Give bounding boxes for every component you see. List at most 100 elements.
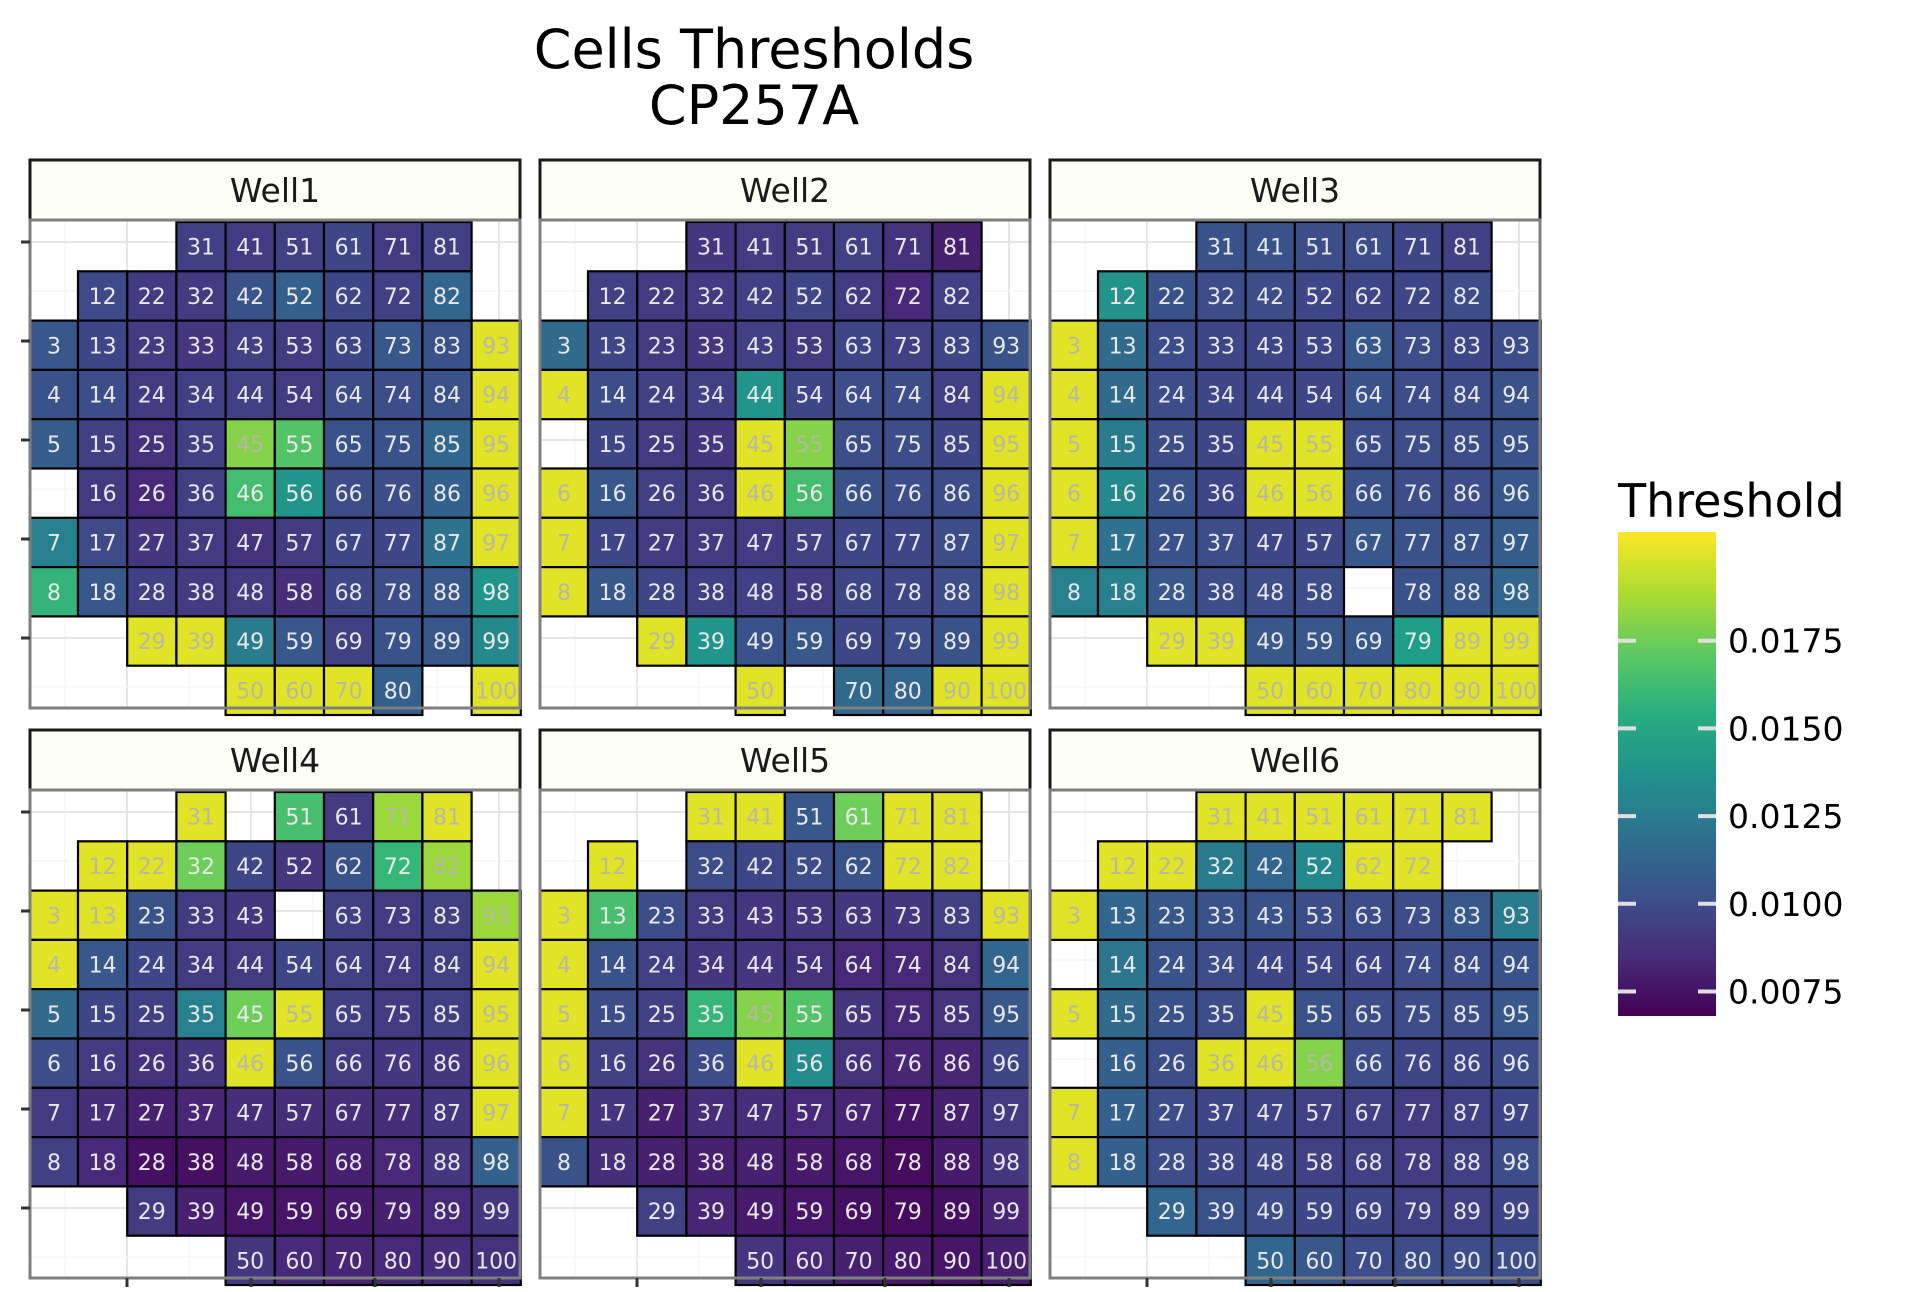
chart-title: Cells Thresholds CP257A — [0, 22, 1508, 134]
tile-label: 51 — [1305, 236, 1333, 261]
tile-label: 62 — [845, 855, 873, 880]
heatmap-tile — [832, 516, 885, 569]
tile-label: 3 — [557, 334, 571, 359]
tile-label: 63 — [1355, 904, 1383, 929]
tile-label: 93 — [1502, 904, 1530, 929]
tile-label: 51 — [1305, 806, 1333, 831]
heatmap-tile — [322, 889, 375, 941]
tile-label: 56 — [795, 482, 823, 507]
tile-label: 13 — [1109, 334, 1137, 359]
heatmap-tile — [126, 1037, 178, 1089]
heatmap-tile — [372, 319, 424, 372]
heatmap-tile — [1441, 889, 1493, 941]
heatmap-tile — [1342, 418, 1395, 470]
tile-label: 80 — [1404, 679, 1432, 704]
tile-label: 12 — [1109, 855, 1137, 880]
tile-label: 15 — [1109, 1003, 1137, 1028]
tile-label: 89 — [433, 1200, 461, 1225]
tile-label: 24 — [138, 384, 166, 409]
tile-label: 22 — [648, 285, 676, 310]
heatmap-tile — [685, 368, 737, 421]
tile-label: 59 — [795, 630, 823, 655]
tile-label: 14 — [1109, 384, 1137, 409]
tile-label: 68 — [335, 1151, 363, 1176]
tile-label: 5 — [1067, 433, 1081, 458]
tile-label: 70 — [335, 1249, 363, 1274]
tile-label: 28 — [1158, 581, 1186, 606]
tile-label: 71 — [1404, 806, 1432, 831]
heatmap-tile — [734, 565, 786, 618]
tile-label: 34 — [1207, 954, 1235, 979]
tile-label: 99 — [992, 1200, 1020, 1225]
tile-label: 96 — [992, 482, 1020, 507]
tile-label: 94 — [482, 384, 510, 409]
tile-label: 93 — [992, 334, 1020, 359]
tile-label: 24 — [1158, 954, 1186, 979]
tile-label: 80 — [894, 679, 922, 704]
heatmap-tile — [1293, 790, 1346, 843]
tile-label: 78 — [1404, 581, 1432, 606]
heatmap-tile — [1392, 790, 1444, 843]
heatmap-tile — [372, 1185, 424, 1237]
tile-label: 43 — [236, 904, 264, 929]
heatmap-tile — [1293, 368, 1346, 421]
tile-label: 43 — [746, 904, 774, 929]
tile-label: 65 — [1355, 1003, 1383, 1028]
tile-label: 65 — [1355, 433, 1383, 458]
heatmap-tile — [734, 418, 786, 470]
tile-label: 98 — [992, 581, 1020, 606]
heatmap-tile — [734, 889, 786, 941]
tile-label: 46 — [746, 1052, 774, 1077]
tile-label: 78 — [894, 581, 922, 606]
panel-border — [538, 788, 1032, 1280]
heatmap-tile — [586, 516, 639, 569]
tile-label: 70 — [845, 1249, 873, 1274]
tile-label: 85 — [1453, 1003, 1481, 1028]
heatmap-tile — [372, 889, 424, 941]
tile-label: 75 — [894, 1003, 922, 1028]
heatmap-tile — [1195, 418, 1247, 470]
tile-label: 61 — [1355, 236, 1383, 261]
heatmap-tile — [1342, 516, 1395, 569]
tile-label: 45 — [236, 1003, 264, 1028]
heatmap-tile — [1392, 418, 1444, 470]
tile-label: 79 — [894, 630, 922, 655]
tile-label: 64 — [335, 384, 363, 409]
panel-border — [28, 218, 522, 710]
heatmap-tile — [1244, 1135, 1296, 1188]
facet-strip — [28, 728, 522, 792]
heatmap-tile — [1195, 988, 1247, 1040]
tile-label: 95 — [992, 433, 1020, 458]
heatmap-tile — [1293, 1086, 1346, 1139]
tile-label: 35 — [1207, 1003, 1235, 1028]
tile-label: 3 — [557, 904, 571, 929]
tile-label: 17 — [599, 1101, 627, 1126]
tile-label: 16 — [1109, 1052, 1137, 1077]
tile-label: 98 — [482, 1151, 510, 1176]
facet-well3: Well3 31 41 51 61 71 81 12 22 32 42 52 62 72 82 3 13 23 33… — [1048, 158, 1542, 717]
heatmap-tile — [685, 1135, 737, 1188]
tile-label: 99 — [482, 630, 510, 655]
heatmap-tile — [322, 220, 375, 273]
tile-label: 27 — [648, 1101, 676, 1126]
tile-label: 99 — [482, 1200, 510, 1225]
tile-label: 57 — [795, 1101, 823, 1126]
heatmap-tile — [273, 1135, 326, 1188]
heatmap-tile — [586, 270, 639, 322]
tile-label: 50 — [1256, 1249, 1284, 1274]
tile-label: 49 — [746, 630, 774, 655]
tile-label: 28 — [1158, 1151, 1186, 1176]
heatmap-tile — [421, 840, 473, 892]
tile-label: 23 — [1158, 904, 1186, 929]
tile-label: 35 — [187, 1003, 215, 1028]
tile-label: 99 — [1502, 1200, 1530, 1225]
tile-label: 63 — [335, 904, 363, 929]
heatmap-tile — [1293, 319, 1346, 372]
tile-label: 83 — [433, 904, 461, 929]
tile-label: 45 — [236, 433, 264, 458]
facet-strip-label: Well2 — [740, 171, 830, 210]
tile-label: 76 — [1404, 1052, 1432, 1077]
tile-label: 79 — [1404, 630, 1432, 655]
heatmap-tile — [1490, 1086, 1542, 1139]
heatmap-tile — [372, 840, 424, 892]
